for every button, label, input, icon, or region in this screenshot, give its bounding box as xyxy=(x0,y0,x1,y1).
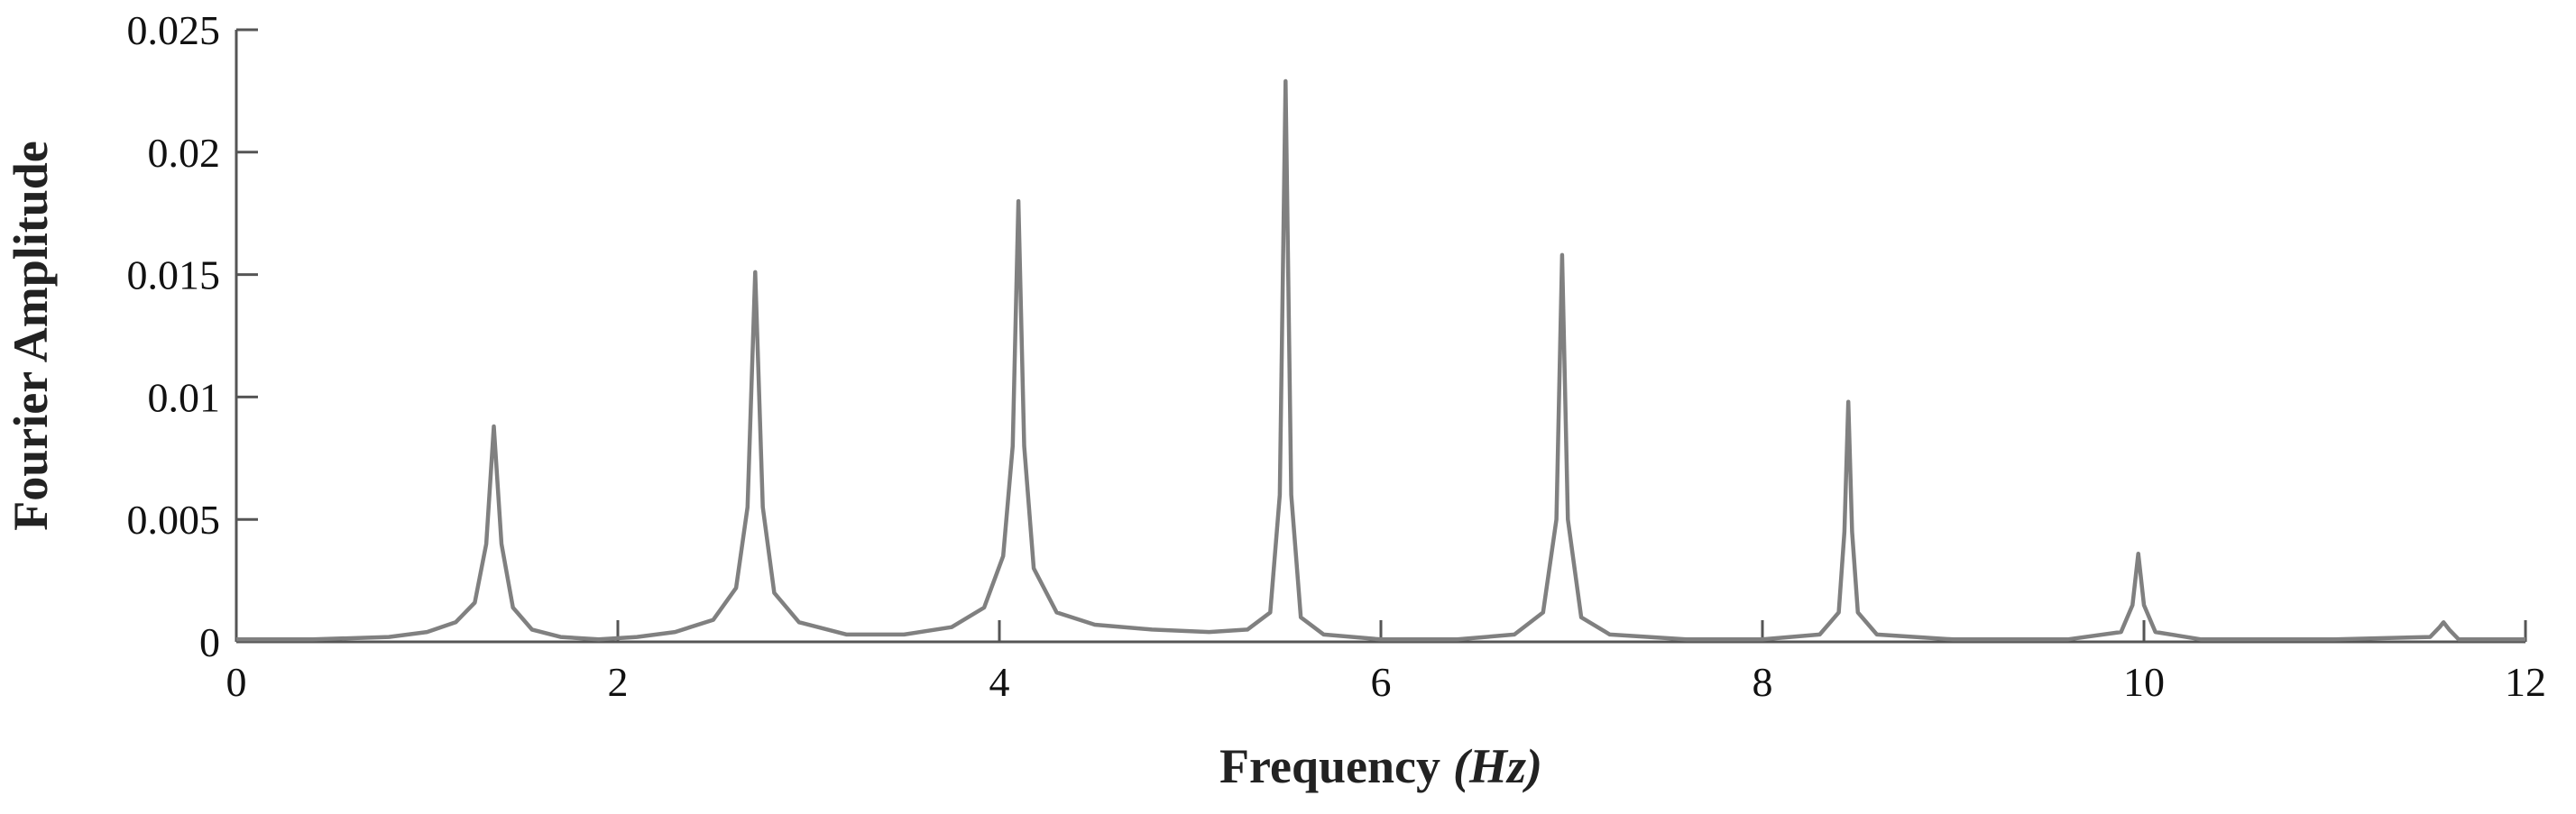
y-ticks: 0 0.005 0.01 0.015 0.02 0.025 xyxy=(127,7,258,665)
y-tick-label: 0.025 xyxy=(127,7,221,53)
x-tick-label: 0 xyxy=(226,659,247,705)
y-tick-label: 0 xyxy=(199,619,220,665)
x-tick-label: 2 xyxy=(608,659,629,705)
spectrum-series-line xyxy=(236,78,2525,642)
x-ticks: 0 2 4 6 8 10 12 xyxy=(226,620,2546,705)
x-tick-label: 10 xyxy=(2123,659,2165,705)
y-tick-label: 0.015 xyxy=(127,252,221,298)
x-axis-title-text: Frequency xyxy=(1219,739,1440,793)
y-tick-label: 0.01 xyxy=(148,374,221,420)
x-axis-title-unit: (Hz) xyxy=(1453,739,1542,793)
x-tick-label: 12 xyxy=(2505,659,2546,705)
x-tick-label: 4 xyxy=(989,659,1010,705)
x-tick-label: 6 xyxy=(1371,659,1392,705)
y-tick-label: 0.005 xyxy=(127,497,221,543)
x-axis-title: Frequency (Hz) xyxy=(1219,739,1542,793)
y-axis-title: Fourier Amplitude xyxy=(4,141,58,531)
y-tick-label: 0.02 xyxy=(148,130,221,176)
x-tick-label: 8 xyxy=(1753,659,1773,705)
axes xyxy=(235,30,2525,644)
